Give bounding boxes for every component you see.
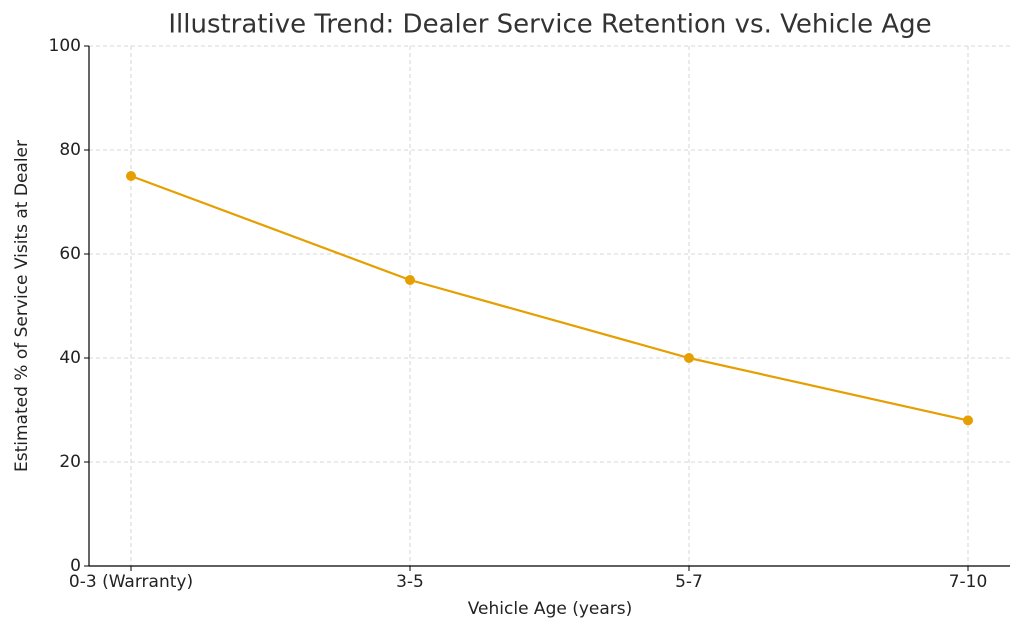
y-tick-label: 80 bbox=[59, 140, 81, 160]
point bbox=[963, 415, 973, 426]
y-tick-label: 20 bbox=[59, 452, 81, 472]
point bbox=[684, 353, 694, 363]
x-tick-label: 0-3 (Warranty) bbox=[69, 572, 193, 592]
chart-title: Illustrative Trend: Dealer Service Reten… bbox=[168, 10, 931, 40]
y-tick-label: 40 bbox=[59, 348, 81, 368]
point bbox=[405, 275, 415, 285]
y-axis-label: Estimated % of Service Visits at Dealer bbox=[12, 140, 32, 472]
line bbox=[130, 174, 969, 422]
point bbox=[126, 171, 136, 181]
y-tick-label: 100 bbox=[49, 36, 81, 56]
y-tick-label: 0 bbox=[70, 556, 81, 576]
x-tick-label: 5-7 bbox=[675, 572, 703, 592]
x-axis-label: Vehicle Age (years) bbox=[468, 599, 633, 619]
x-tick-label: 7-10 bbox=[949, 572, 988, 592]
y-tick-label: 60 bbox=[59, 244, 81, 264]
x-tick-label: 3-5 bbox=[396, 572, 424, 592]
